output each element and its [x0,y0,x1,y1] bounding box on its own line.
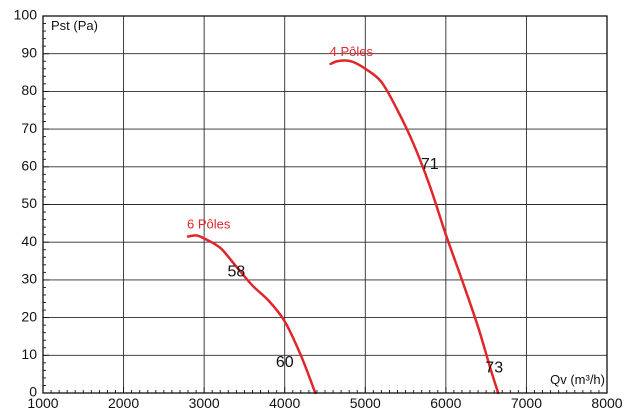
plot-frame [42,15,608,394]
series-marker-label: 60 [276,354,294,371]
y-tick-label: 90 [21,44,37,60]
y-tick-label: 20 [21,308,37,324]
y-tick-label: 10 [21,346,37,362]
y-tick-label: 80 [21,82,37,98]
series-label: 4 Pôles [330,44,374,59]
x-tick-label: 8000 [591,395,622,411]
series-line [329,59,500,395]
x-tick-label: 1000 [27,395,58,411]
series-layer [186,59,500,395]
y-tick-label: 100 [14,7,38,23]
x-axis-label: Qv (m³/h) [550,372,605,387]
y-tick-label: 50 [21,195,37,211]
y-tick-label: 60 [21,158,37,174]
y-tick-label: 30 [21,271,37,287]
tick-labels: 1000 2000 3000 4000 5000 6000 7000 8000 0 10 20 30 4… [14,7,623,411]
y-tick-label: 70 [21,120,37,136]
series-marker-label: 71 [421,156,439,173]
series-label: 6 Pôles [187,217,231,232]
y-tick-label: 0 [29,384,37,400]
x-tick-label: 4000 [269,395,300,411]
x-tick-label: 7000 [511,395,542,411]
labels-layer: 6 Pôles 58 60 4 Pôles 71 73 Pst (Pa) Qv (m³/h) [51,18,605,387]
x-tick-label: 2000 [108,395,139,411]
x-tick-label: 3000 [189,395,220,411]
grid-lines [43,16,607,393]
series-marker-label: 73 [485,360,503,377]
y-tick-label: 40 [21,233,37,249]
series-marker-label: 58 [227,264,245,281]
axis-frame [42,15,608,394]
y-axis-label: Pst (Pa) [51,18,98,33]
series-line [186,234,317,395]
x-tick-label: 6000 [430,395,461,411]
x-tick-label: 5000 [350,395,381,411]
